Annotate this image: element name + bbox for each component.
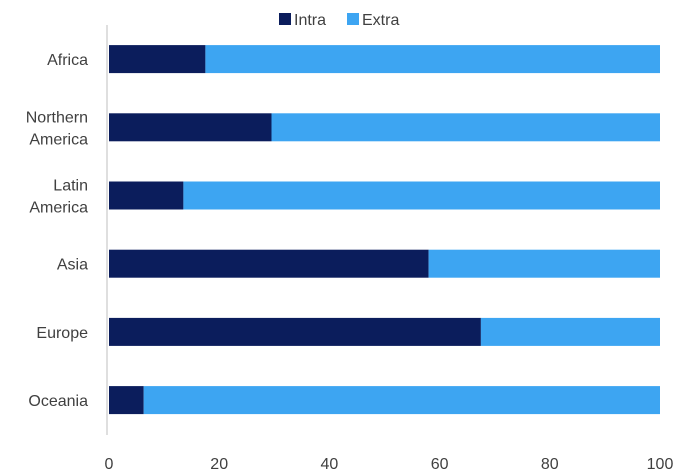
category-label: Northern America (26, 109, 88, 148)
category-label: Latin America (29, 178, 88, 217)
x-tick-label: 100 (647, 456, 674, 473)
bar-extra-northern-america (271, 113, 660, 142)
bar-extra-europe (480, 317, 660, 346)
bar-intra-oceania (109, 386, 144, 415)
legend: Intra Extra (279, 12, 399, 29)
category-label: Africa (47, 52, 88, 69)
category-labels: Africa Northern America Latin America Asia Eur… (26, 52, 88, 410)
category-label: Asia (57, 257, 88, 274)
bars (109, 45, 660, 415)
bar-extra-latin-america (183, 181, 660, 210)
bar-intra-latin-america (109, 181, 184, 210)
category-label: Oceania (28, 393, 88, 410)
x-tick-label: 80 (541, 456, 559, 473)
legend-label-intra: Intra (294, 12, 326, 29)
bar-intra-asia (109, 249, 429, 278)
category-label: Europe (36, 325, 88, 342)
legend-swatch-extra (347, 13, 359, 25)
bar-extra-asia (428, 249, 660, 278)
bar-intra-europe (109, 317, 481, 346)
bar-extra-africa (205, 45, 660, 74)
x-tick-label: 0 (105, 456, 114, 473)
bar-intra-africa (109, 45, 206, 74)
bar-extra-oceania (143, 386, 660, 415)
legend-swatch-intra (279, 13, 291, 25)
legend-label-extra: Extra (362, 12, 399, 29)
x-tick-label: 60 (431, 456, 449, 473)
x-tick-labels: 0 20 40 60 80 100 (105, 456, 674, 473)
bar-intra-northern-america (109, 113, 272, 142)
x-tick-label: 20 (210, 456, 228, 473)
x-tick-label: 40 (321, 456, 339, 473)
